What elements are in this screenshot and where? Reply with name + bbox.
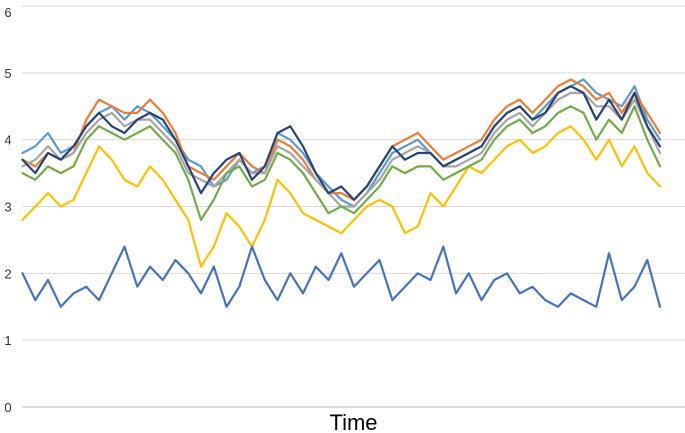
y-tick-label: 6 xyxy=(4,5,11,20)
y-tick-label: 3 xyxy=(4,200,11,215)
series-line-1 xyxy=(21,78,662,208)
x-axis-title: Time xyxy=(329,410,377,433)
y-tick-label: 1 xyxy=(4,333,11,348)
y-tick-label: 5 xyxy=(4,66,11,81)
y-tick-label: 0 xyxy=(4,400,11,415)
series-line-4 xyxy=(21,125,662,268)
y-tick-label: 2 xyxy=(4,266,11,281)
series-line-7 xyxy=(21,85,662,201)
y-axis-tick-labels: 0 1 2 3 4 5 6 xyxy=(4,5,11,415)
series-line-5 xyxy=(21,245,662,308)
series-lines xyxy=(21,78,662,308)
series-line-6 xyxy=(21,105,662,221)
series-line-2 xyxy=(21,78,662,201)
y-tick-label: 4 xyxy=(4,133,11,148)
